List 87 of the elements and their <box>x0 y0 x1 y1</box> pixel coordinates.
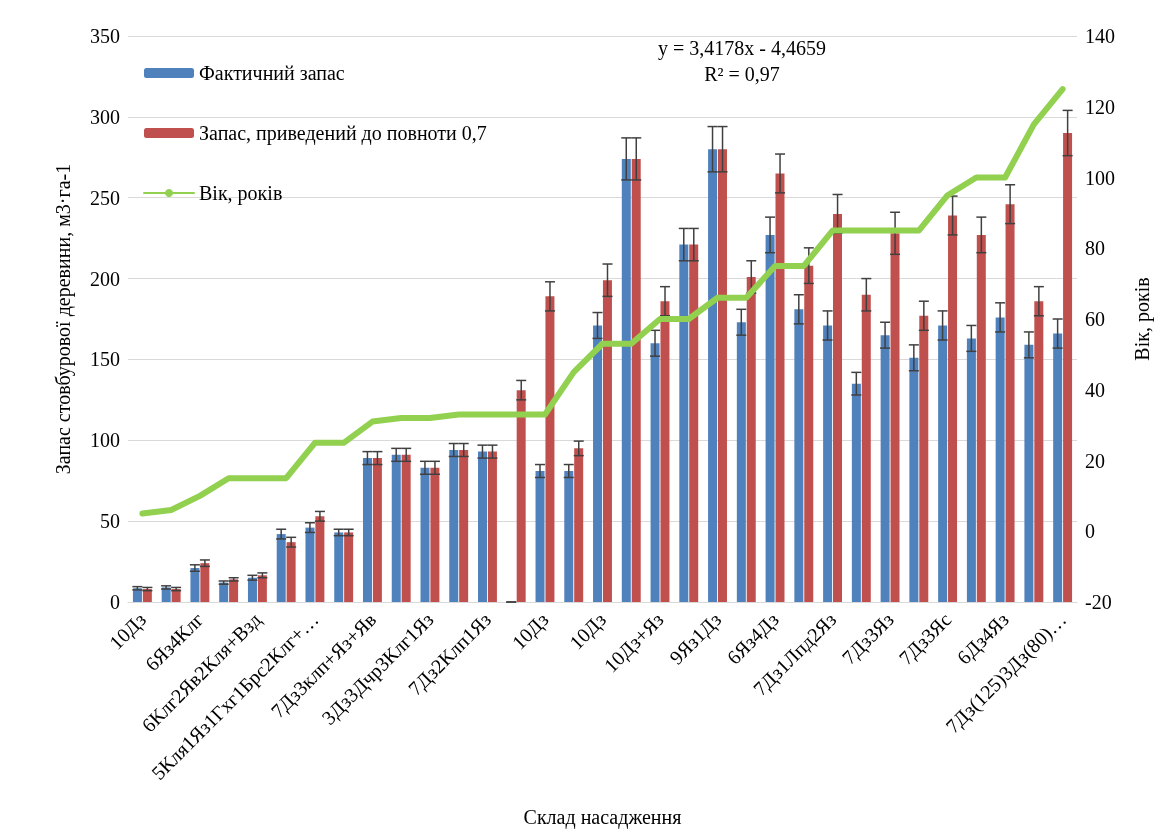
bar <box>660 301 670 602</box>
bar <box>420 467 430 602</box>
bar <box>449 449 459 602</box>
bar <box>794 309 804 602</box>
bar <box>362 458 372 602</box>
legend-label: Запас, приведений до повноти 0,7 <box>199 122 487 145</box>
bar <box>459 449 469 602</box>
y2-tick-label: 0 <box>1085 520 1095 543</box>
bar <box>190 568 200 602</box>
x-tick-label: 10Дз <box>507 608 554 655</box>
bar <box>621 158 631 602</box>
y-tick-label: 150 <box>90 348 120 371</box>
y2-tick-label: 80 <box>1085 237 1105 260</box>
y-tick-label: 350 <box>90 25 120 47</box>
y2-axis-title: Вік, років <box>1131 277 1154 361</box>
y2-tick-label: -20 <box>1085 591 1112 613</box>
bar <box>478 451 488 602</box>
bar <box>372 458 382 602</box>
y2-tick-label: 120 <box>1085 95 1115 118</box>
y-tick-label: 250 <box>90 186 120 209</box>
bar <box>391 454 401 602</box>
legend-label: Фактичний запас <box>199 62 345 84</box>
y-tick-label: 200 <box>90 267 120 290</box>
legend-label: Вік, років <box>199 182 283 205</box>
y2-tick-label: 20 <box>1085 449 1105 472</box>
y2-tick-label: 140 <box>1085 25 1115 47</box>
bar <box>919 315 929 602</box>
bar <box>966 338 976 602</box>
y-tick-label: 0 <box>110 591 120 613</box>
bar <box>229 579 239 602</box>
bar <box>1005 204 1015 602</box>
y2-tick-label: 100 <box>1085 166 1115 189</box>
bar <box>1053 333 1063 602</box>
x-tick-label: 10Дз <box>565 608 612 655</box>
bar <box>286 542 296 602</box>
bar <box>804 265 814 602</box>
y2-tick-label: 60 <box>1085 308 1105 330</box>
bar <box>948 215 958 602</box>
y-tick-label: 300 <box>90 105 120 128</box>
bar <box>851 383 861 602</box>
bar <box>257 575 267 602</box>
bar <box>334 532 344 602</box>
bar <box>487 451 497 602</box>
bar <box>276 534 286 602</box>
bar <box>545 296 555 602</box>
bar <box>833 213 843 602</box>
bar <box>890 233 900 602</box>
y-axis-title: Запас стовбурової деревини, м3·га-1 <box>52 163 75 475</box>
bar <box>1063 133 1073 602</box>
y-tick-label: 50 <box>100 510 120 533</box>
bar <box>909 357 919 602</box>
y2-tick-label: 40 <box>1085 378 1105 401</box>
bar <box>200 563 210 602</box>
bar <box>689 244 699 602</box>
annotation: y = 3,4178x - 4,4659 <box>657 37 826 60</box>
bar <box>315 516 325 602</box>
bar <box>1034 301 1044 602</box>
bar <box>736 322 746 602</box>
bar <box>593 325 603 602</box>
bar <box>535 471 545 602</box>
bar <box>650 343 660 602</box>
bar <box>516 390 526 602</box>
bar <box>344 532 354 602</box>
bar <box>861 294 871 602</box>
bar <box>247 577 257 602</box>
bar <box>775 173 785 602</box>
bar <box>401 454 411 602</box>
x-axis-title: Склад насадження <box>523 806 682 829</box>
bar <box>1024 344 1034 602</box>
bar <box>823 325 833 602</box>
bar <box>602 280 612 602</box>
bar <box>717 149 727 602</box>
bar <box>574 448 584 602</box>
bar <box>995 317 1005 602</box>
bar <box>938 325 948 602</box>
bar <box>631 158 641 602</box>
bar <box>430 467 440 602</box>
bar <box>708 149 718 602</box>
bar <box>880 335 890 602</box>
bar <box>765 234 775 602</box>
bar <box>305 527 315 602</box>
annotation: R² = 0,97 <box>704 63 780 85</box>
y-tick-label: 100 <box>90 429 120 452</box>
bar <box>976 234 986 602</box>
bar <box>746 276 756 602</box>
bar <box>679 244 689 602</box>
bar <box>564 471 574 602</box>
